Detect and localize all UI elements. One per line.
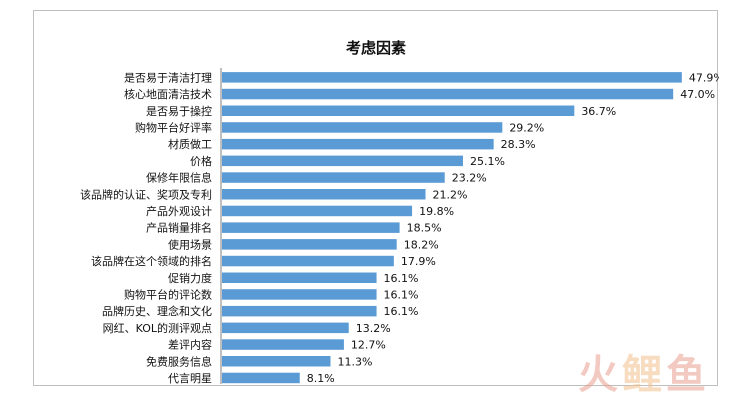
value-label: 16.1% <box>384 305 419 318</box>
category-label: 价格 <box>190 154 212 168</box>
category-label: 免费服务信息 <box>146 354 212 368</box>
bar <box>222 255 394 267</box>
value-label: 36.7% <box>581 105 616 118</box>
chart-title: 考虑因素 <box>346 39 406 57</box>
chart-canvas: 考虑因素 是否易于清洁打理 47.9% 核心地面清洁技术 47.0% 是否易于操控 36.… <box>80 39 719 385</box>
bar <box>222 322 349 334</box>
value-label: 16.1% <box>384 272 419 285</box>
bar <box>222 72 682 83</box>
bar <box>222 88 674 100</box>
category-label: 是否易于清洁打理 <box>124 70 212 84</box>
bar <box>222 122 503 133</box>
value-label: 18.2% <box>404 238 439 251</box>
bar <box>222 372 300 384</box>
category-label: 核心地面清洁技术 <box>124 87 212 101</box>
value-label: 29.2% <box>509 121 544 134</box>
value-label: 8.1% <box>307 372 335 385</box>
bar-group: 是否易于清洁打理 47.9% 核心地面清洁技术 47.0% 是否易于操控 36.7% 购物平… <box>80 70 719 385</box>
value-label: 13.2% <box>356 322 391 335</box>
category-label: 购物平台好评率 <box>135 120 212 134</box>
value-label: 19.8% <box>419 205 454 218</box>
value-label: 17.9% <box>401 255 436 268</box>
bar <box>222 356 331 367</box>
category-label: 购物平台的评论数 <box>124 287 212 301</box>
value-label: 12.7% <box>351 339 386 352</box>
bar <box>222 205 413 217</box>
category-label: 是否易于操控 <box>146 104 212 118</box>
category-label: 代言明星 <box>168 372 212 385</box>
value-label: 23.2% <box>452 172 487 185</box>
category-label: 该品牌的认证、奖项及专利 <box>80 187 212 201</box>
value-label: 18.5% <box>407 222 442 235</box>
category-label: 网红、KOL的测评观点 <box>103 321 212 335</box>
category-label: 差评内容 <box>168 338 212 352</box>
value-label: 25.1% <box>470 155 505 168</box>
bar <box>222 305 377 317</box>
value-label: 28.3% <box>501 138 536 151</box>
bar <box>222 105 575 116</box>
category-label: 促销力度 <box>168 271 212 285</box>
category-label: 产品外观设计 <box>146 204 212 218</box>
category-label: 使用场景 <box>168 237 212 251</box>
value-label: 11.3% <box>337 355 372 368</box>
bar <box>222 239 397 250</box>
bar <box>222 189 426 200</box>
bar <box>222 172 445 183</box>
category-label: 材质做工 <box>168 137 212 151</box>
value-label: 16.1% <box>384 288 419 301</box>
value-label: 47.0% <box>680 88 715 101</box>
category-label: 品牌历史、理念和文化 <box>102 304 212 318</box>
category-label: 该品牌在这个领域的排名 <box>91 254 212 268</box>
value-label: 47.9% <box>689 71 719 84</box>
category-label: 保修年限信息 <box>146 171 212 185</box>
bar <box>222 289 377 300</box>
category-label: 产品销量排名 <box>146 221 212 235</box>
chart-frame: 考虑因素 是否易于清洁打理 47.9% 核心地面清洁技术 47.0% 是否易于操控 36.… <box>33 10 719 386</box>
bar <box>222 155 463 167</box>
bar <box>222 339 344 350</box>
bar <box>222 222 400 233</box>
bar <box>222 272 377 283</box>
value-label: 21.2% <box>433 188 468 201</box>
bar <box>222 138 494 150</box>
